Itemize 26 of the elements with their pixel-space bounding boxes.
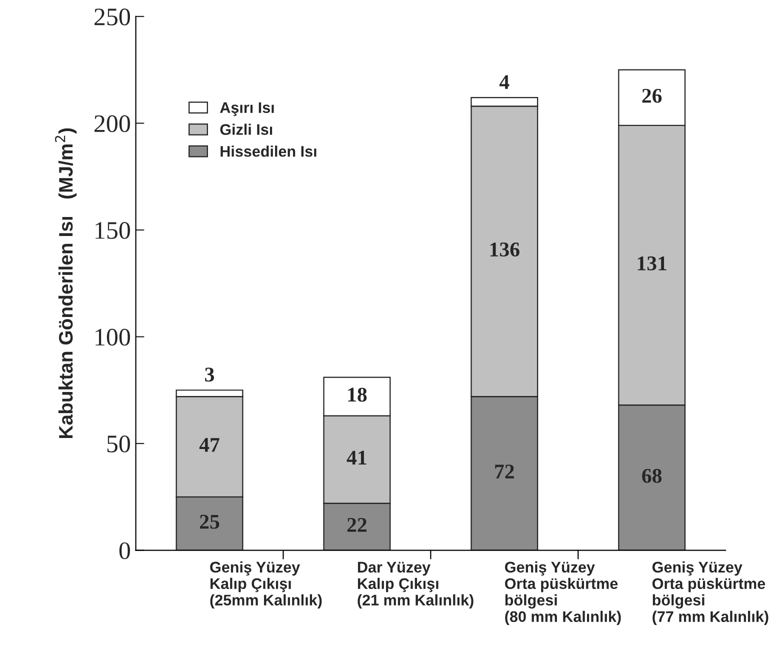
x-tick-label: Dar Yüzey Kalıp Çıkışı (21 mm Kalınlık) — [358, 562, 474, 609]
data-label: 4 — [499, 75, 510, 89]
data-label: 18 — [348, 388, 367, 402]
data-label: 3 — [205, 368, 214, 382]
y-axis-title: Kabuktan Gönderilen Isı (MJ/m$^{2}$) — [54, 128, 77, 438]
data-label: 47 — [199, 438, 220, 452]
x-tick-label: Geniş Yüzey Orta püskürtme bölgesi (77 mm Kalınlık) — [652, 561, 768, 626]
x-tick-label: Geniş Yüzey Kalıp Çıkışı (25mm Kalınlık) — [210, 561, 322, 609]
data-label: 131 — [638, 256, 666, 270]
y-tick-label: 100 — [96, 328, 130, 346]
data-label: 136 — [490, 242, 520, 257]
x-tick-label: Geniş Yüzey Orta püskürtme bölgesi (80 mm Kalınlık) — [505, 561, 621, 626]
data-label: 22 — [347, 518, 366, 532]
y-tick-label: 50 — [107, 436, 130, 452]
data-label: 72 — [495, 464, 514, 478]
data-label: 26 — [642, 88, 662, 103]
y-tick-label: 200 — [94, 115, 130, 132]
y-tick-label: 250 — [94, 8, 130, 26]
y-tick-label: 150 — [96, 222, 130, 239]
data-label: 25 — [200, 514, 220, 529]
legend-label: Gizli Isı — [220, 124, 272, 135]
legend-label: Hissedilen Isı — [220, 146, 316, 157]
data-label: 41 — [346, 450, 366, 465]
y-tick-label: 0 — [119, 542, 130, 560]
data-label: 68 — [642, 468, 662, 483]
legend-label: Aşırı Isı — [220, 102, 274, 116]
